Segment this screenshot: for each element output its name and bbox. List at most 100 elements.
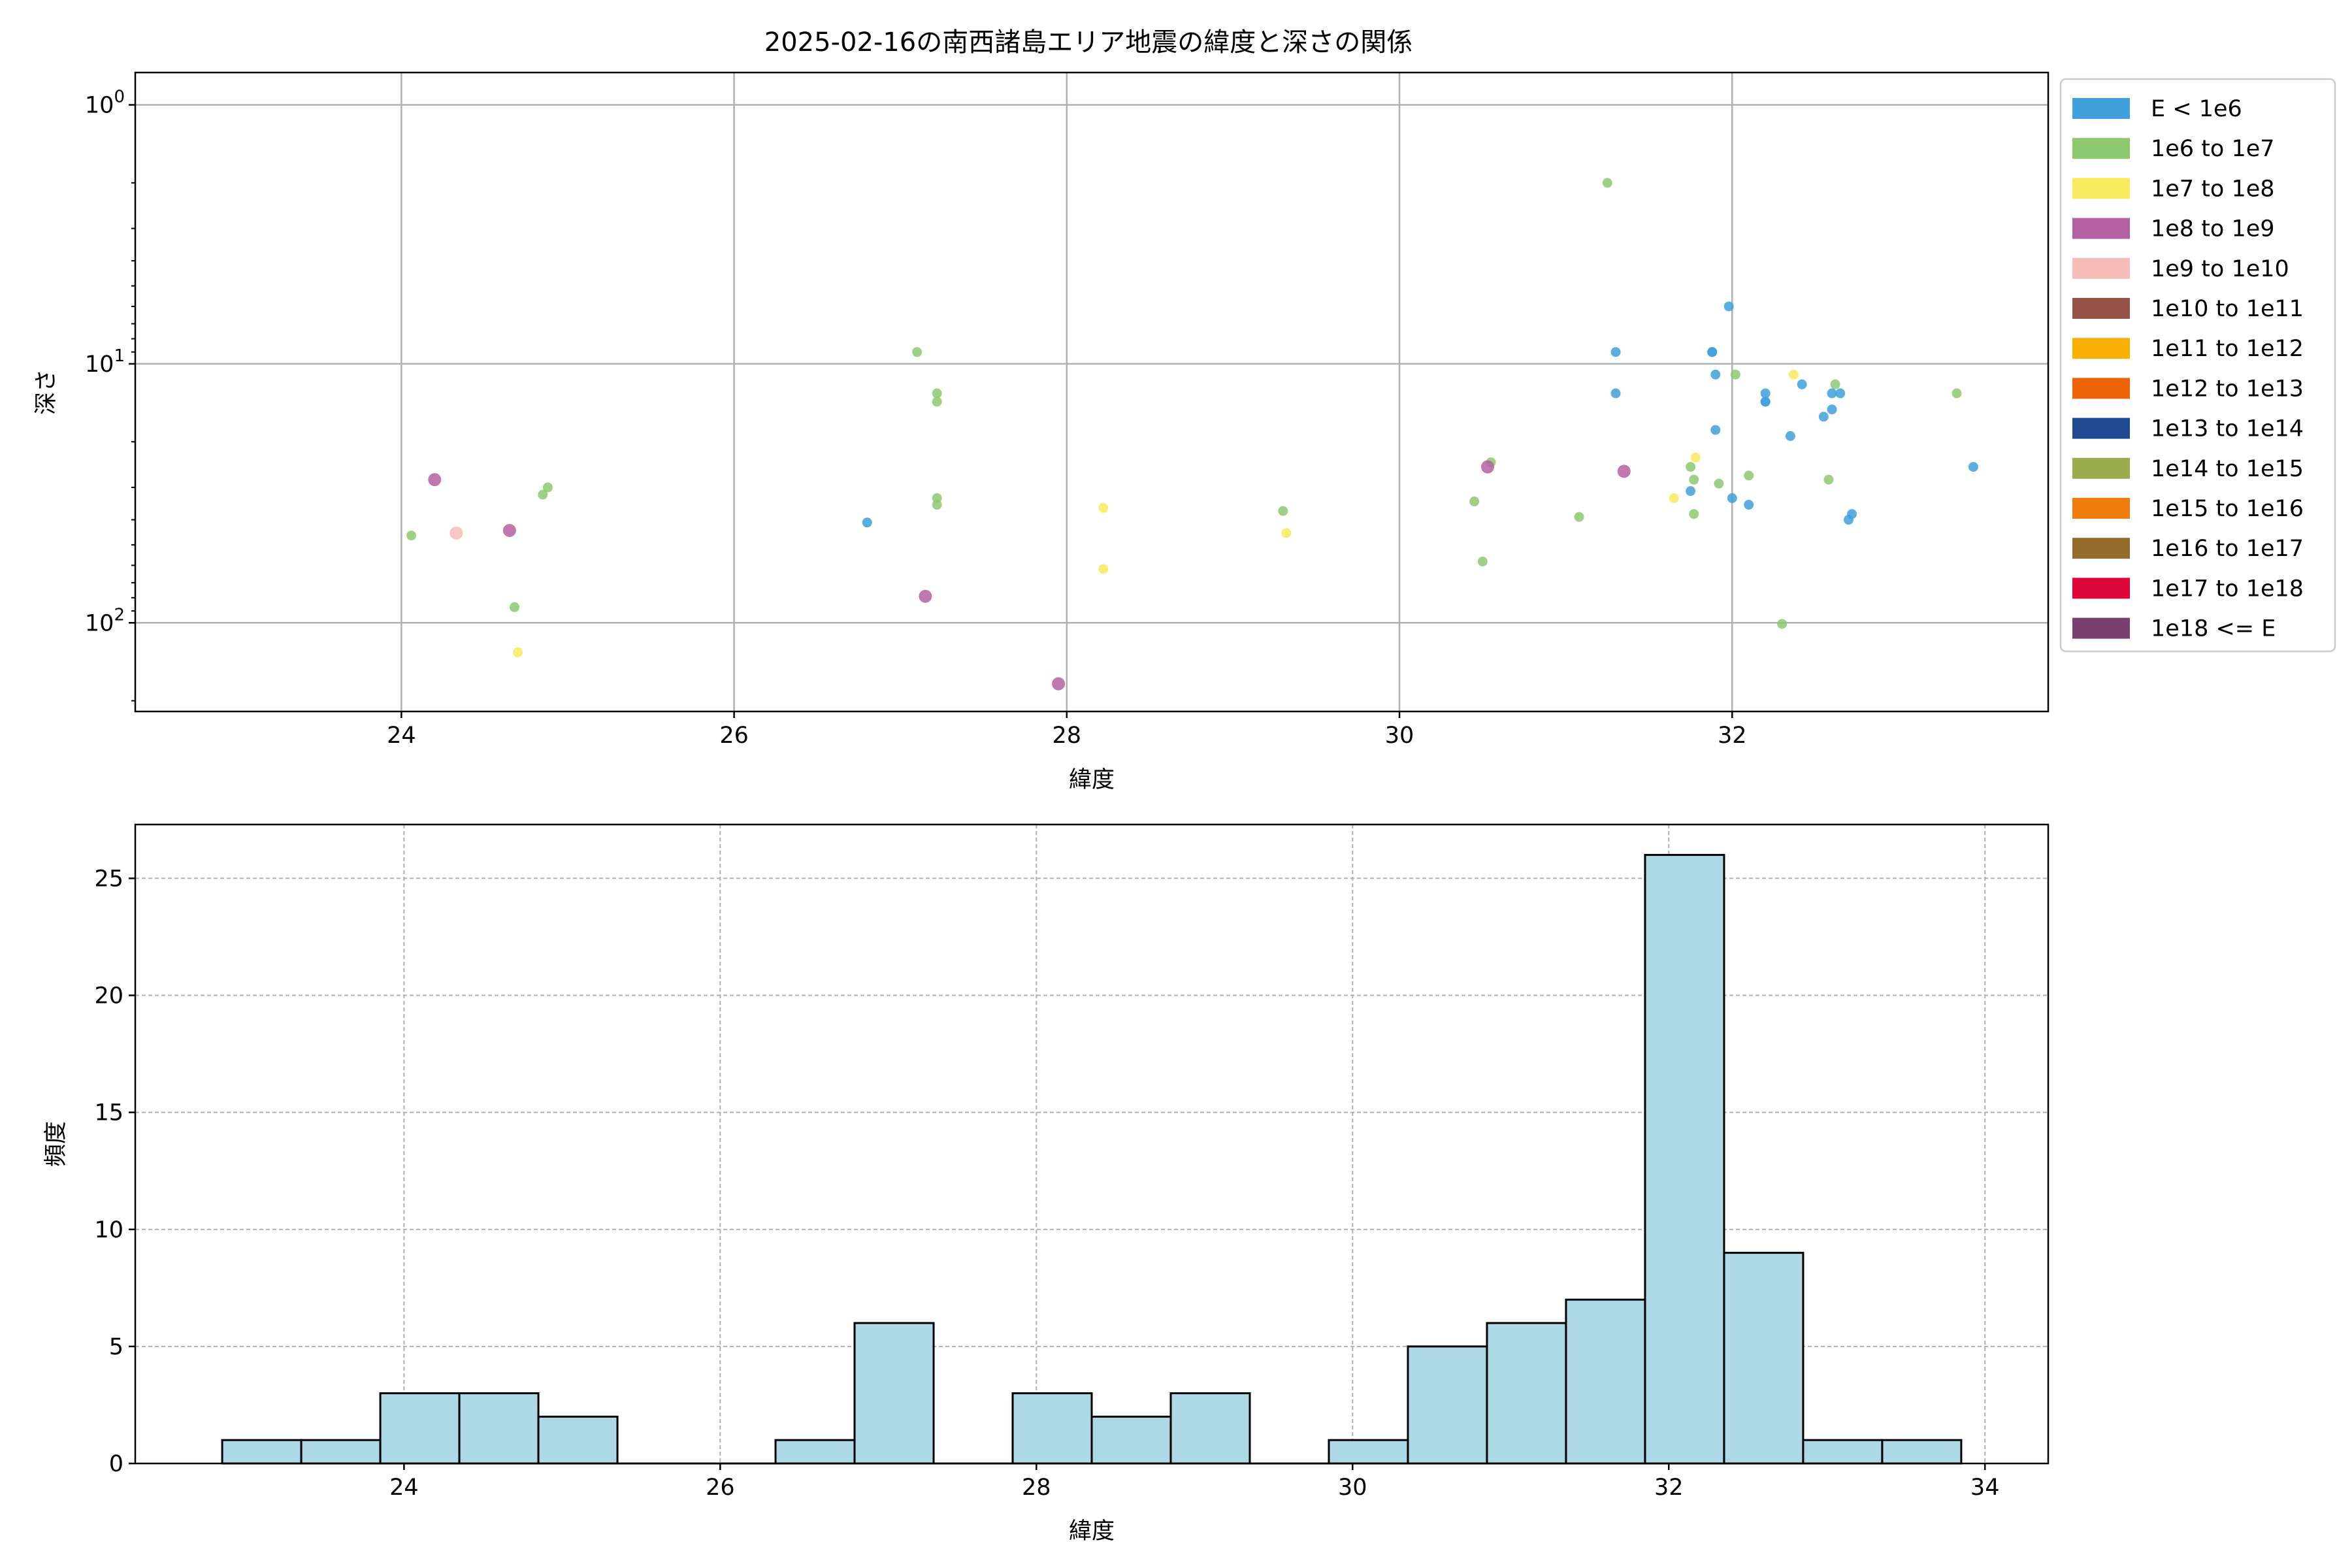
histogram-bar: [1802, 1439, 1884, 1465]
scatter-point: [502, 523, 516, 537]
histogram-y-tick-label: 0: [109, 1451, 123, 1477]
histogram-bar: [379, 1392, 461, 1465]
histogram-y-tick-label: 25: [94, 866, 123, 892]
scatter-point: [1744, 500, 1754, 510]
scatter-point: [1689, 474, 1699, 485]
histogram-x-label: 緯度: [1069, 1518, 1115, 1544]
scatter-y-label: 深さ: [33, 369, 59, 415]
scatter-grid: [135, 73, 2048, 711]
scatter-x-tick-label: 24: [387, 723, 416, 749]
scatter-point: [1477, 557, 1488, 567]
histogram-bar: [774, 1439, 856, 1465]
histogram-x-tick-label: 28: [1022, 1475, 1051, 1501]
scatter-point: [1278, 506, 1288, 516]
scatter-x-tick-label: 28: [1053, 723, 1082, 749]
scatter-point: [1835, 388, 1846, 399]
legend-swatch: [2072, 578, 2130, 599]
scatter-point: [1710, 369, 1721, 380]
legend-swatch: [2072, 617, 2130, 639]
histogram-bar: [1090, 1415, 1172, 1465]
scatter-point: [1785, 431, 1795, 441]
legend-swatch: [2072, 98, 2130, 119]
scatter-point: [538, 489, 548, 500]
histogram-bar: [1644, 854, 1725, 1465]
scatter-point: [1827, 388, 1837, 399]
histogram-x-ticks: 24 26 28 30 32 34: [389, 1463, 1999, 1501]
legend-swatch: [2072, 538, 2130, 559]
histogram-x-tick-label: 34: [1970, 1475, 2000, 1501]
scatter-point: [1723, 301, 1734, 312]
scatter-point: [1730, 369, 1740, 380]
scatter-point: [1707, 347, 1718, 357]
legend-label: 1e7 to 1e8: [2151, 176, 2275, 202]
scatter-point: [406, 531, 417, 541]
scatter-point: [428, 473, 442, 487]
legend-label: 1e17 to 1e18: [2151, 576, 2304, 602]
legend-swatch: [2072, 378, 2130, 399]
legend-label: 1e13 to 1e14: [2151, 416, 2304, 442]
legend-label: 1e9 to 1e10: [2151, 256, 2289, 282]
histogram-y-tick-label: 10: [94, 1217, 123, 1243]
figure-title: 2025-02-16の南西諸島エリア地震の緯度と深さの関係: [764, 27, 1413, 57]
histogram-bar: [1407, 1345, 1488, 1465]
histogram-x-tick-label: 30: [1338, 1475, 1367, 1501]
legend-label: 1e6 to 1e7: [2151, 136, 2275, 162]
histogram-x-tick-label: 26: [706, 1475, 735, 1501]
scatter-point: [1610, 347, 1621, 357]
legend-swatch: [2072, 257, 2130, 279]
legend-swatch: [2072, 218, 2130, 239]
scatter-x-ticks: 24 26 28 30 32: [387, 711, 1747, 749]
legend-label: 1e14 to 1e15: [2151, 456, 2304, 482]
scatter-point: [1669, 493, 1679, 503]
legend-label: 1e8 to 1e9: [2151, 216, 2275, 242]
scatter-x-tick-label: 30: [1385, 723, 1414, 749]
scatter-point: [1690, 452, 1701, 463]
histogram-bar: [1565, 1298, 1646, 1465]
histogram-y-tick-label: 20: [94, 983, 123, 1009]
scatter-point: [1602, 178, 1612, 188]
scatter-point: [1830, 379, 1840, 389]
histogram-bar: [537, 1415, 619, 1465]
legend-label: 1e15 to 1e16: [2151, 496, 2304, 522]
scatter-point: [1760, 388, 1771, 399]
scatter-point: [932, 500, 942, 510]
scatter-x-label: 緯度: [1069, 767, 1115, 793]
scatter-point: [919, 589, 932, 603]
histogram-bar: [853, 1322, 935, 1465]
legend-label: 1e12 to 1e13: [2151, 376, 2304, 402]
histogram-x-tick-label: 32: [1654, 1475, 1684, 1501]
scatter-axes-frame: [134, 71, 2050, 713]
scatter-point: [1968, 462, 1978, 472]
histogram-bar: [221, 1439, 302, 1465]
scatter-point: [1823, 474, 1834, 485]
scatter-point: [513, 647, 523, 657]
scatter-point: [1610, 388, 1621, 399]
scatter-point: [932, 397, 942, 407]
histogram-panel: 24 26 28 30 32 34 0 5 10 15 20 25 緯度 頻度: [43, 823, 2050, 1544]
scatter-point: [1818, 412, 1829, 422]
scatter-point: [932, 388, 942, 399]
scatter-point: [1777, 619, 1788, 629]
legend-swatch: [2072, 178, 2130, 199]
legend-label: 1e18 <= E: [2151, 616, 2276, 642]
histogram-bar: [1011, 1392, 1093, 1465]
histogram-axes-frame: [134, 823, 2050, 1465]
scatter-point: [542, 482, 553, 493]
legend-swatch: [2072, 417, 2130, 439]
scatter-point: [1052, 677, 1066, 691]
histogram-bar: [458, 1392, 540, 1465]
legend-swatch: [2072, 338, 2130, 359]
scatter-point: [1727, 493, 1737, 503]
scatter-points: [406, 178, 1978, 691]
histogram-y-tick-label: 15: [94, 1100, 123, 1126]
legend-swatch: [2072, 138, 2130, 159]
legend: E < 1e6 1e6 to 1e7 1e7 to 1e8 1e8 to 1e9 1e9…: [2059, 78, 2336, 653]
histogram-x-tick-label: 24: [389, 1475, 419, 1501]
scatter-point: [1710, 425, 1721, 435]
scatter-point: [1952, 388, 1962, 399]
histogram-bar: [1881, 1439, 1963, 1465]
histogram-y-ticks: 0 5 10 15 20 25: [94, 866, 135, 1477]
scatter-point: [510, 602, 520, 612]
scatter-point: [862, 517, 872, 528]
